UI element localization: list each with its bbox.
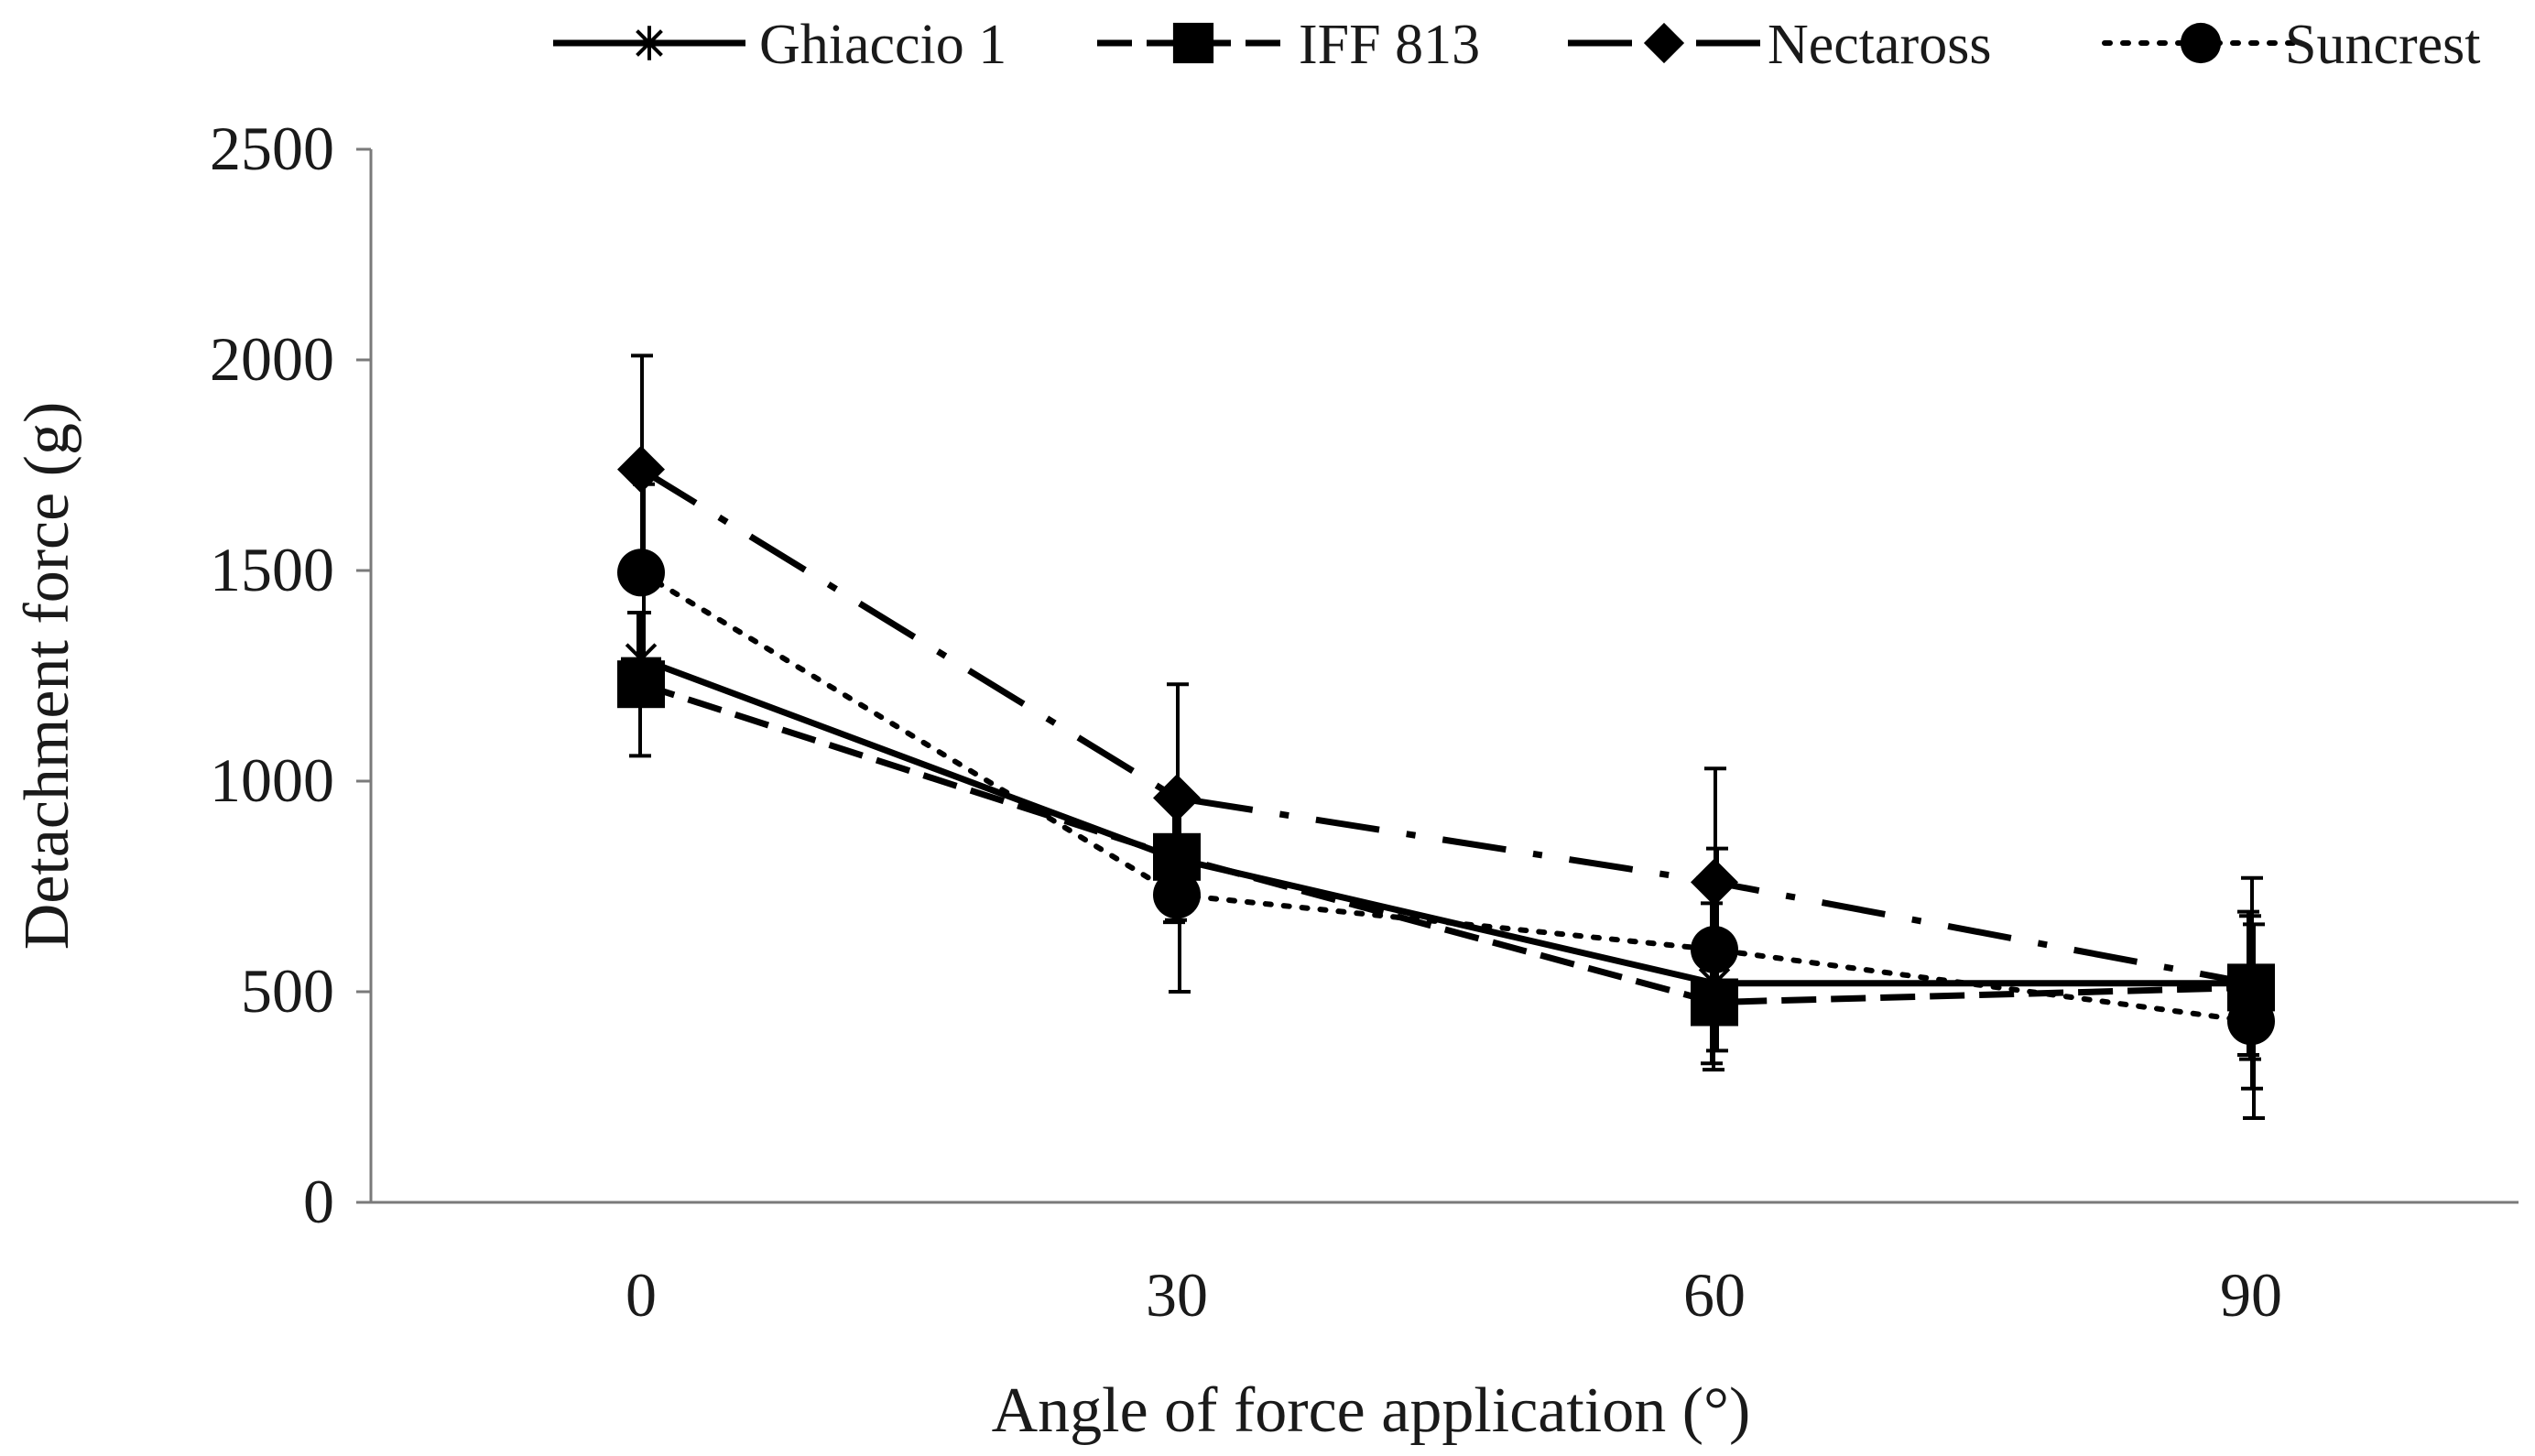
data-point-suncrest <box>617 549 665 597</box>
data-point-nectaross <box>1153 774 1201 822</box>
legend-item-nectaross: Nectaross <box>1568 14 1991 76</box>
axes <box>369 149 2519 1204</box>
error-bars <box>627 353 2265 1120</box>
x-tick-label: 90 <box>2220 1260 2282 1330</box>
data-point-iff-813 <box>1691 978 1738 1027</box>
series-line-nectaross <box>639 466 2252 987</box>
x-ticks: 0 30 60 90 <box>626 1260 2282 1330</box>
y-axis-title: Detachment force (g) <box>12 402 82 951</box>
series-markers <box>617 445 2275 1046</box>
data-point-nectaross <box>617 445 665 494</box>
legend-marker-ghiaccio-1 <box>632 26 667 60</box>
y-tick-label: 2500 <box>210 114 334 183</box>
x-tick-label: 30 <box>1146 1260 1208 1330</box>
series-line-suncrest <box>638 570 2254 1025</box>
legend-item-ghiaccio-1: Ghiaccio 1 <box>553 14 1006 76</box>
y-tick-label: 0 <box>303 1167 334 1236</box>
series-line-iff-813 <box>639 680 2252 1006</box>
y-ticks: 0 500 1000 1500 2000 2500 <box>210 114 371 1236</box>
data-point-suncrest <box>1691 926 1738 973</box>
legend-marker-nectaross <box>1643 22 1685 64</box>
data-point-suncrest <box>1153 871 1201 919</box>
legend-label-suncrest: Suncrest <box>2285 14 2481 76</box>
legend-marker-iff-813 <box>1172 22 1214 64</box>
legend-label-nectaross: Nectaross <box>1768 14 1991 76</box>
y-tick-label: 1500 <box>210 535 334 604</box>
legend: Ghiaccio 1 IFF 813 Nectaross Suncrest <box>553 14 2481 76</box>
y-tick-label: 1000 <box>210 745 334 815</box>
data-point-ghiaccio-1 <box>621 638 661 679</box>
legend-label-ghiaccio-1: Ghiaccio 1 <box>759 14 1006 76</box>
legend-item-suncrest: Suncrest <box>2102 14 2481 76</box>
data-point-suncrest <box>2227 997 2275 1046</box>
data-point-iff-813 <box>617 660 665 709</box>
x-axis-title: Angle of force application (°) <box>992 1375 1751 1446</box>
legend-label-iff-813: IFF 813 <box>1299 14 1480 76</box>
legend-marker-suncrest <box>2180 22 2222 64</box>
legend-item-iff-813: IFF 813 <box>1097 14 1480 76</box>
y-tick-label: 2000 <box>210 324 334 394</box>
x-tick-label: 0 <box>626 1260 657 1330</box>
x-tick-label: 60 <box>1683 1260 1746 1330</box>
data-point-nectaross <box>2227 959 2275 1007</box>
series-lines <box>638 466 2254 1025</box>
y-tick-label: 500 <box>241 956 334 1026</box>
data-point-nectaross <box>1691 858 1738 907</box>
